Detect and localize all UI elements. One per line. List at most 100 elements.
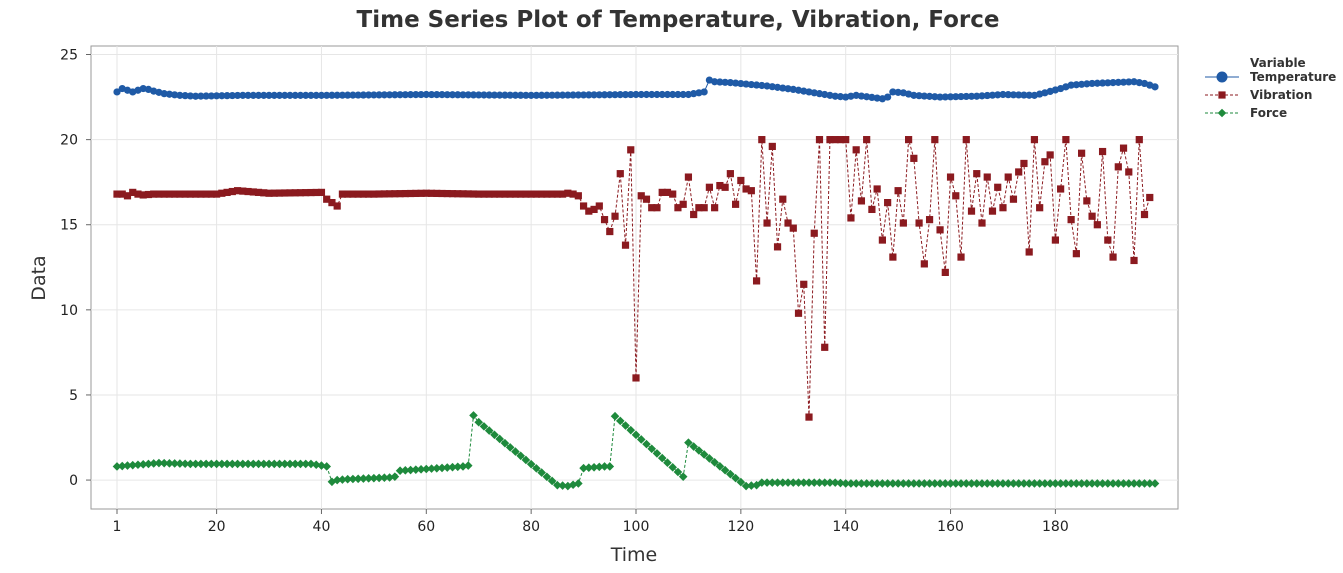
data-point bbox=[559, 190, 567, 198]
data-point bbox=[312, 188, 320, 197]
data-point bbox=[448, 190, 457, 198]
data-point bbox=[1119, 479, 1128, 488]
data-point bbox=[695, 204, 703, 212]
data-point bbox=[1009, 195, 1018, 203]
data-point bbox=[1114, 479, 1123, 488]
data-point bbox=[590, 205, 598, 214]
data-point bbox=[1030, 136, 1039, 144]
data-point bbox=[254, 91, 263, 99]
data-point bbox=[825, 478, 835, 487]
data-point bbox=[517, 190, 525, 198]
data-point bbox=[673, 467, 683, 477]
data-point bbox=[239, 187, 247, 195]
data-point bbox=[983, 91, 991, 100]
data-point bbox=[532, 464, 541, 473]
data-point bbox=[663, 90, 672, 99]
data-point bbox=[443, 189, 451, 198]
data-point bbox=[553, 480, 562, 490]
data-point bbox=[998, 479, 1008, 488]
data-point bbox=[710, 458, 719, 467]
data-point bbox=[391, 190, 399, 198]
data-point bbox=[1078, 149, 1086, 157]
series-line-vibration bbox=[117, 139, 1151, 418]
data-point bbox=[432, 463, 442, 473]
data-point bbox=[427, 464, 436, 473]
data-point bbox=[726, 469, 735, 479]
legend-item-vibration: Vibration bbox=[1205, 88, 1312, 102]
data-point bbox=[213, 190, 221, 198]
data-point bbox=[380, 190, 388, 198]
data-point bbox=[453, 462, 463, 472]
data-point bbox=[956, 479, 966, 488]
data-point bbox=[931, 93, 939, 101]
data-point bbox=[983, 173, 991, 181]
data-point bbox=[773, 243, 782, 251]
x-tick-label: 60 bbox=[417, 519, 435, 535]
data-point bbox=[627, 90, 635, 99]
data-point bbox=[532, 190, 540, 198]
data-point bbox=[741, 481, 751, 491]
data-point bbox=[826, 136, 834, 144]
data-point bbox=[422, 189, 430, 197]
data-point bbox=[480, 190, 488, 198]
data-point bbox=[233, 459, 242, 469]
data-point bbox=[941, 93, 949, 101]
data-point bbox=[1140, 479, 1149, 488]
data-point bbox=[160, 190, 168, 198]
data-point bbox=[218, 92, 226, 100]
data-point bbox=[621, 421, 630, 430]
data-point bbox=[380, 473, 389, 483]
data-point bbox=[636, 435, 646, 444]
data-point bbox=[605, 462, 615, 471]
data-point bbox=[118, 190, 126, 198]
data-point bbox=[484, 426, 494, 435]
data-point bbox=[1109, 253, 1117, 261]
x-tick-label: 1 bbox=[113, 519, 122, 535]
data-point bbox=[1151, 83, 1159, 91]
data-point bbox=[606, 227, 614, 236]
data-point bbox=[1041, 158, 1049, 166]
data-point bbox=[395, 466, 405, 476]
data-point bbox=[117, 461, 127, 471]
data-point bbox=[344, 190, 352, 198]
data-point bbox=[1056, 479, 1065, 488]
data-point bbox=[935, 479, 945, 488]
data-point bbox=[788, 478, 798, 487]
data-point bbox=[632, 374, 640, 382]
data-point bbox=[433, 90, 441, 99]
data-point bbox=[442, 463, 452, 472]
data-point bbox=[386, 190, 394, 198]
data-point bbox=[406, 91, 415, 99]
legend-marker bbox=[1217, 108, 1227, 118]
data-point bbox=[763, 219, 771, 227]
data-point bbox=[857, 92, 866, 100]
data-point bbox=[369, 473, 379, 483]
data-point bbox=[285, 459, 295, 469]
data-point bbox=[936, 93, 944, 101]
data-point bbox=[134, 190, 142, 198]
data-point bbox=[128, 460, 138, 470]
data-point bbox=[841, 479, 850, 488]
data-point bbox=[154, 458, 164, 468]
data-point bbox=[988, 91, 997, 99]
data-point bbox=[648, 90, 656, 99]
data-point bbox=[443, 91, 451, 99]
data-point bbox=[1093, 479, 1102, 488]
data-point bbox=[186, 459, 195, 469]
data-point bbox=[977, 479, 987, 488]
data-point bbox=[657, 453, 667, 463]
legend-label: Force bbox=[1250, 106, 1287, 120]
data-point bbox=[1045, 479, 1055, 488]
data-point bbox=[1066, 479, 1076, 488]
data-point bbox=[469, 91, 478, 99]
data-point bbox=[794, 309, 803, 317]
data-point bbox=[899, 219, 907, 227]
data-point bbox=[884, 199, 892, 207]
data-point bbox=[1146, 193, 1154, 202]
data-point bbox=[464, 91, 472, 99]
data-point bbox=[505, 443, 515, 452]
legend-item-temperature: Temperature bbox=[1205, 70, 1336, 84]
data-point bbox=[396, 190, 404, 198]
data-point bbox=[715, 461, 725, 471]
data-point bbox=[615, 416, 625, 426]
